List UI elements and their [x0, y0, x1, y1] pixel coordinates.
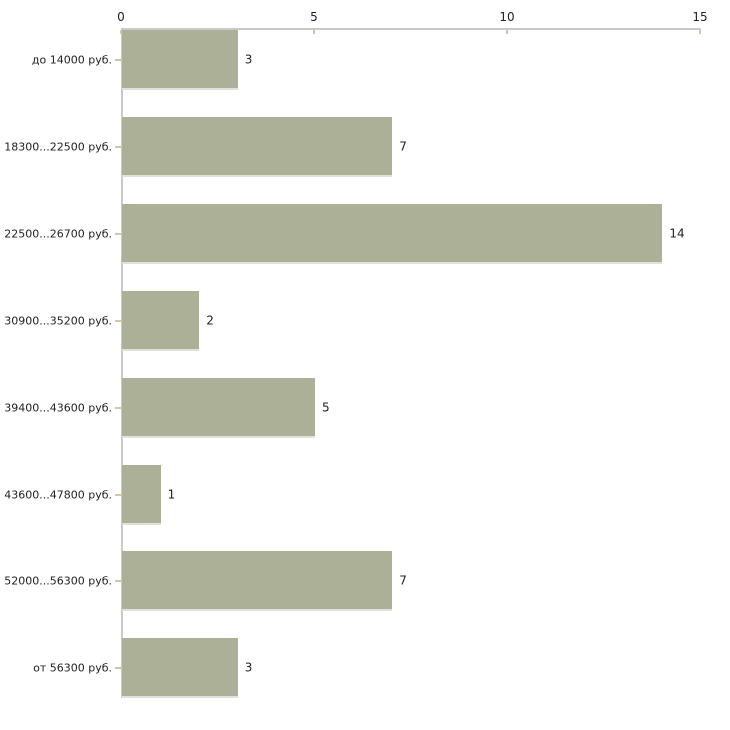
- x-axis-tick-mark: [699, 30, 701, 34]
- bar: [122, 551, 393, 612]
- value-label: 7: [399, 573, 407, 588]
- category-label: 30900...35200 руб.: [4, 314, 112, 328]
- x-axis-line: [121, 28, 701, 30]
- x-axis-tick-label: 15: [692, 10, 708, 24]
- category-label: 43600...47800 руб.: [4, 488, 112, 501]
- category-label: до 14000 руб.: [31, 53, 112, 67]
- bar-row: 52000...56300 руб. 7: [0, 551, 730, 612]
- x-axis-tick-mark: [313, 30, 315, 34]
- value-label: 1: [167, 487, 176, 501]
- category-label: 22500...26700 руб.: [4, 227, 112, 241]
- bar: [122, 30, 238, 90]
- value-label: 14: [669, 226, 685, 241]
- category-tick-mark: [115, 232, 121, 235]
- x-axis-tick-mark: [120, 30, 122, 34]
- category-tick-mark: [115, 406, 121, 409]
- category-tick-mark: [115, 145, 121, 148]
- bar: [122, 116, 393, 177]
- bar: [122, 290, 200, 351]
- bar: [122, 638, 238, 699]
- x-axis-tick-label: 0: [117, 10, 125, 24]
- category-tick-mark: [115, 580, 121, 583]
- bar-row: 30900...35200 руб. 2: [0, 290, 730, 351]
- bar: [122, 377, 315, 438]
- category-tick-mark: [115, 319, 121, 322]
- value-label: 2: [206, 313, 214, 328]
- category-tick-mark: [115, 493, 121, 496]
- value-label: 3: [244, 52, 253, 67]
- bar: [122, 464, 161, 525]
- category-label: 52000...56300 руб.: [4, 574, 112, 588]
- y-axis-line: [121, 28, 123, 699]
- x-axis-tick-label: 5: [310, 10, 318, 24]
- bar: [122, 203, 663, 264]
- category-label: от 56300 руб.: [33, 661, 112, 675]
- category-tick-mark: [115, 59, 121, 61]
- bar-row: до 14000 руб. 3: [0, 30, 730, 90]
- value-label: 7: [399, 139, 407, 154]
- bar-row: от 56300 руб. 3: [0, 638, 730, 699]
- bar-row: 39400...43600 руб. 5: [0, 377, 730, 438]
- bar-row: 18300...22500 руб. 7: [0, 116, 730, 177]
- x-axis-tick-mark: [506, 30, 508, 34]
- value-label: 5: [322, 400, 330, 415]
- category-label: 18300...22500 руб.: [4, 140, 112, 154]
- value-label: 3: [244, 660, 253, 675]
- category-tick-mark: [115, 667, 121, 670]
- category-label: 39400...43600 руб.: [4, 401, 112, 415]
- x-axis-tick-label: 10: [499, 10, 515, 24]
- bar-row: 22500...26700 руб. 14: [0, 203, 730, 264]
- bar-row: 43600...47800 руб. 1: [0, 464, 730, 525]
